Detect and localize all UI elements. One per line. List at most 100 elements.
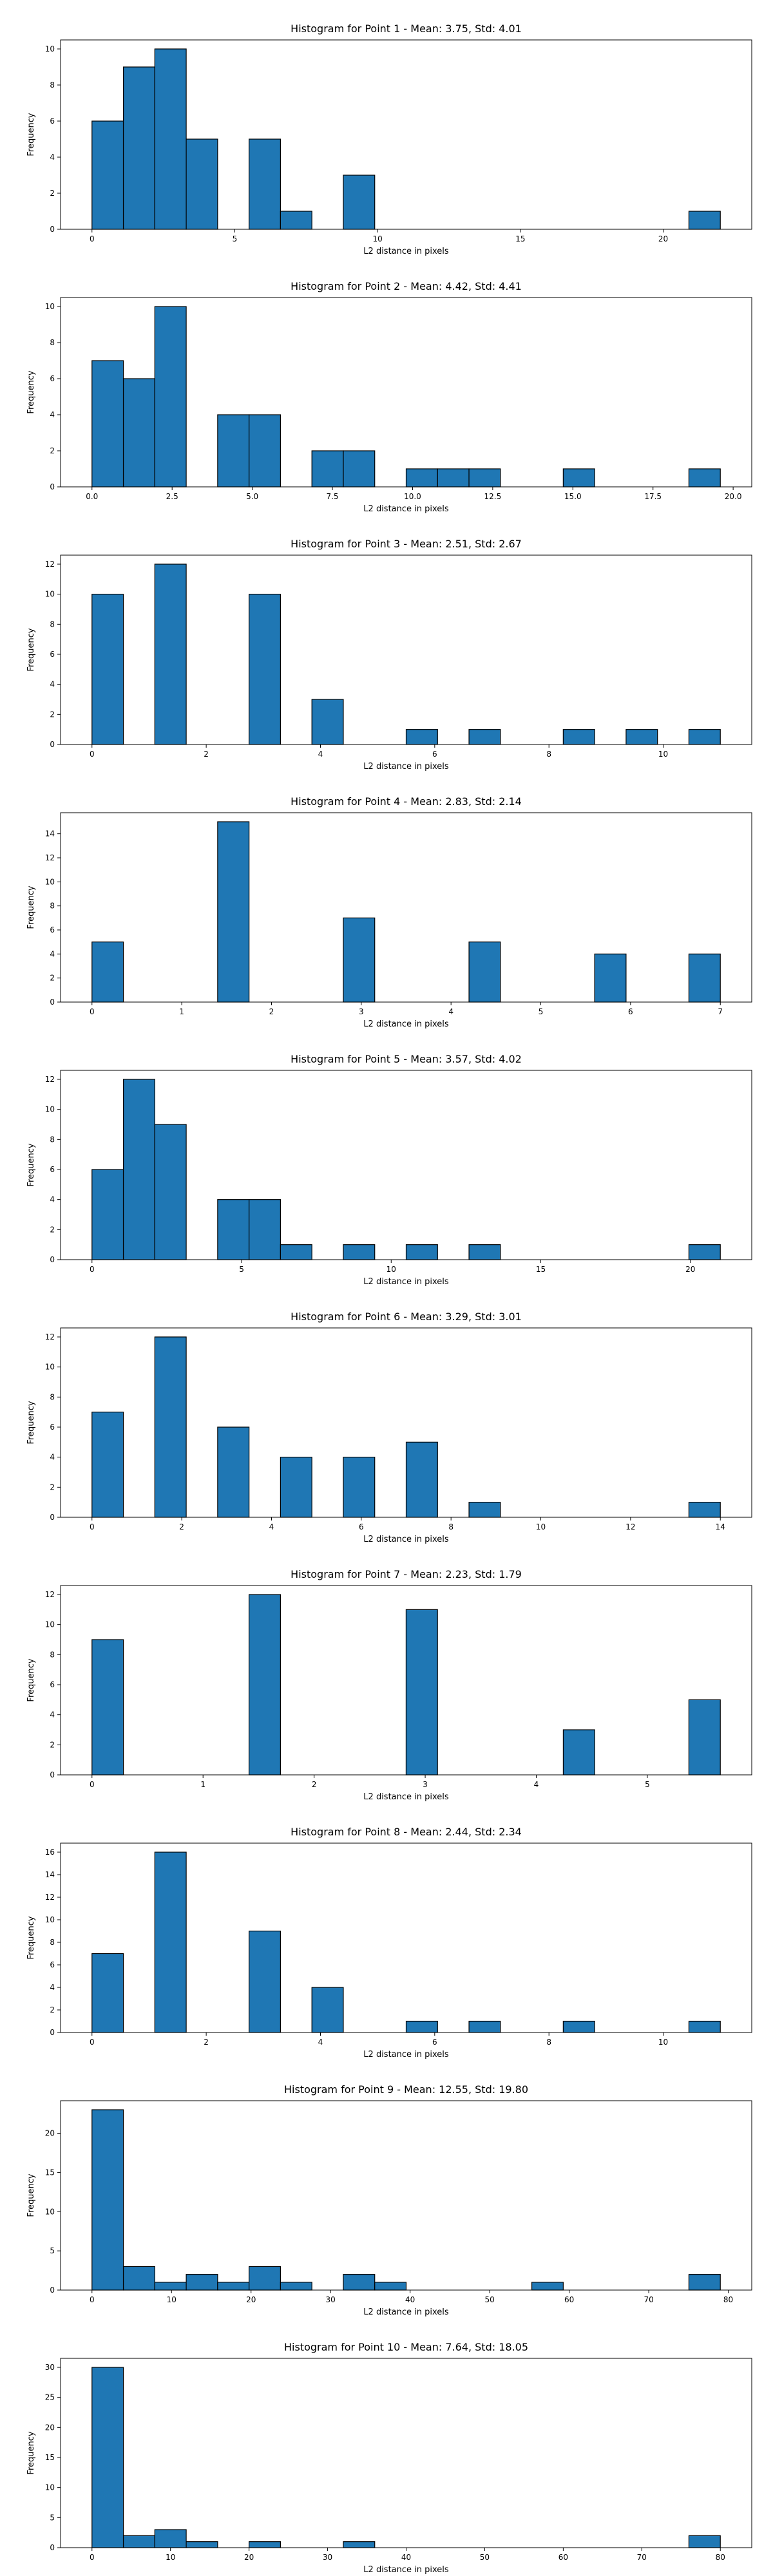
histogram-bar [154, 48, 187, 230]
y-axis-label: Frequency [26, 886, 36, 929]
histogram-bar [625, 729, 658, 745]
histogram-bar [217, 414, 250, 488]
y-tick-label: 16 [45, 1848, 55, 1857]
x-tick-label: 8 [546, 2038, 551, 2047]
y-tick-label: 4 [50, 1195, 55, 1204]
histogram-bar [91, 2367, 124, 2548]
histogram-chart: Histogram for Point 5 - Mean: 3.57, Std:… [26, 1053, 752, 1287]
histogram-bar [249, 1199, 282, 1260]
histogram-chart: Histogram for Point 3 - Mean: 2.51, Std:… [26, 538, 752, 772]
chart-title: Histogram for Point 6 - Mean: 3.29, Std:… [291, 1311, 522, 1323]
histogram-chart: Histogram for Point 7 - Mean: 2.23, Std:… [26, 1568, 752, 1802]
histogram-bar [91, 1412, 124, 1518]
histogram-bar [280, 1244, 312, 1260]
x-tick-label: 1 [200, 1780, 205, 1789]
y-tick-label: 0 [50, 2286, 55, 2295]
x-tick-label: 14 [716, 1522, 725, 1531]
y-tick-label: 2 [50, 446, 55, 455]
y-tick-label: 10 [45, 590, 55, 599]
y-tick-label: 8 [50, 338, 55, 347]
histogram-bar [91, 2109, 124, 2291]
histogram-bar [122, 1079, 155, 1260]
x-tick-label: 50 [485, 2295, 495, 2304]
histogram-chart: Histogram for Point 2 - Mean: 4.42, Std:… [26, 280, 752, 514]
x-tick-label: 10 [536, 1522, 546, 1531]
y-tick-label: 20 [45, 2129, 55, 2138]
histogram-bar [154, 306, 187, 488]
plot-frame [60, 812, 752, 1003]
histogram-bar [594, 953, 627, 1003]
x-axis-label: L2 distance in pixels [363, 247, 449, 256]
y-tick-label: 4 [50, 153, 55, 162]
x-tick-label: 50 [480, 2553, 490, 2562]
histogram-bar [405, 729, 438, 745]
x-tick-label: 3 [423, 1780, 428, 1789]
x-tick-label: 4 [534, 1780, 539, 1789]
histogram-bar [343, 2274, 376, 2291]
y-axis-label: Frequency [26, 2431, 36, 2474]
histogram-bar [154, 564, 187, 745]
histogram-bar [248, 1594, 281, 1776]
x-tick-label: 10 [658, 750, 668, 759]
histogram-bar [405, 468, 438, 488]
chart-title: Histogram for Point 10 - Mean: 7.64, Std… [284, 2341, 528, 2353]
x-tick-label: 5 [239, 1265, 244, 1274]
histogram-bar [122, 378, 155, 488]
x-tick-label: 2 [269, 1007, 274, 1016]
y-tick-label: 5 [50, 2246, 55, 2255]
y-tick-label: 10 [45, 1363, 55, 1372]
x-tick-label: 6 [432, 2038, 437, 2047]
x-tick-label: 15.0 [564, 492, 582, 501]
histogram-bar [562, 729, 595, 745]
histogram-bar [217, 1426, 250, 1518]
y-tick-label: 4 [50, 1710, 55, 1719]
chart-title: Histogram for Point 3 - Mean: 2.51, Std:… [291, 538, 522, 550]
y-tick-label: 10 [45, 1105, 55, 1114]
x-tick-label: 0 [90, 750, 95, 759]
plot-frame [60, 297, 752, 488]
y-tick-label: 10 [45, 877, 55, 886]
histogram-bar [249, 138, 282, 230]
histogram-chart: Histogram for Point 6 - Mean: 3.29, Std:… [26, 1311, 752, 1544]
histogram-bar [468, 942, 501, 1003]
histogram-bar [154, 1852, 187, 2033]
x-tick-label: 3 [359, 1007, 364, 1016]
histogram-bar [688, 1244, 721, 1260]
histogram-bar [249, 594, 282, 745]
histogram-bar [688, 211, 721, 230]
y-tick-label: 8 [50, 902, 55, 911]
x-tick-label: 0 [90, 1780, 95, 1789]
x-tick-label: 10.0 [404, 492, 421, 501]
histogram-bar [154, 1124, 187, 1260]
x-axis-label: L2 distance in pixels [363, 1535, 449, 1544]
x-tick-label: 12.5 [484, 492, 502, 501]
histogram-bar [688, 729, 721, 745]
chart-title: Histogram for Point 5 - Mean: 3.57, Std:… [291, 1053, 522, 1065]
y-tick-label: 6 [50, 1165, 55, 1174]
x-tick-label: 4 [318, 2038, 323, 2047]
y-tick-label: 0 [50, 998, 55, 1007]
histogram-bar [405, 2020, 438, 2033]
x-axis-label: L2 distance in pixels [363, 1277, 449, 1287]
histogram-bar [437, 468, 470, 488]
plot-frame [60, 1070, 752, 1260]
histogram-bar [688, 1502, 721, 1518]
histogram-bar [374, 2282, 407, 2291]
y-tick-label: 0 [50, 2543, 55, 2552]
y-tick-label: 8 [50, 1938, 55, 1947]
chart-title: Histogram for Point 8 - Mean: 2.44, Std:… [291, 1826, 522, 1838]
histogram-bar [249, 2266, 282, 2291]
histogram-bar [405, 1441, 438, 1518]
y-tick-label: 8 [50, 80, 55, 90]
histogram-chart: Histogram for Point 4 - Mean: 2.83, Std:… [26, 795, 752, 1029]
y-tick-label: 0 [50, 482, 55, 491]
histogram-bar [311, 1987, 344, 2033]
y-tick-label: 14 [45, 1870, 55, 1879]
y-tick-label: 10 [45, 2207, 55, 2216]
histogram-bar [91, 1953, 124, 2033]
histogram-bar [154, 2529, 187, 2548]
x-tick-label: 0 [90, 1522, 95, 1531]
histogram-bar [688, 1699, 721, 1776]
y-tick-label: 12 [45, 1332, 55, 1341]
